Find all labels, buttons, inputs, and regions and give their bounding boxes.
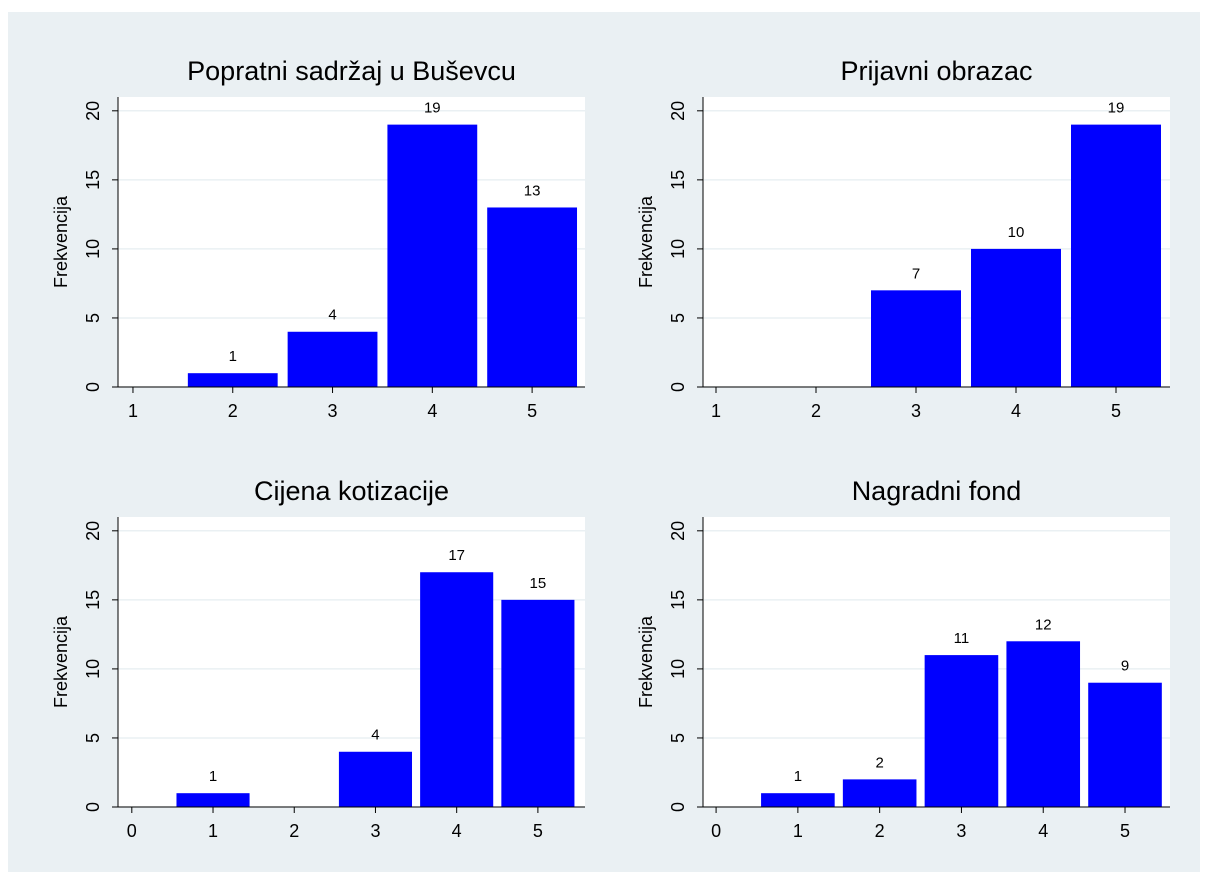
bar <box>420 572 494 807</box>
value-label: 9 <box>1121 658 1129 675</box>
x-tick-label: 2 <box>228 401 238 421</box>
bar <box>287 331 378 387</box>
value-label: 1 <box>794 768 802 785</box>
y-tick-label: 10 <box>83 659 103 679</box>
y-tick-label: 20 <box>668 521 688 541</box>
value-label: 2 <box>875 754 883 771</box>
x-tick-label: 2 <box>811 401 821 421</box>
bar <box>1006 641 1081 807</box>
value-label: 19 <box>1108 100 1125 117</box>
bar <box>387 124 478 387</box>
x-tick-label: 3 <box>911 401 921 421</box>
y-tick-label: 0 <box>83 382 103 392</box>
y-axis-label: Frekvencija <box>51 615 71 708</box>
x-tick-label: 2 <box>875 821 885 841</box>
bar <box>176 793 250 807</box>
x-tick-label: 3 <box>370 821 380 841</box>
value-label: 1 <box>229 348 237 365</box>
x-tick-label: 3 <box>328 401 338 421</box>
x-tick-label: 0 <box>711 821 721 841</box>
y-tick-label: 10 <box>668 239 688 259</box>
y-tick-label: 20 <box>668 101 688 121</box>
y-tick-label: 0 <box>668 382 688 392</box>
value-label: 13 <box>524 182 541 199</box>
y-tick-label: 5 <box>668 733 688 743</box>
x-tick-label: 4 <box>1011 401 1021 421</box>
y-tick-label: 10 <box>668 659 688 679</box>
bar <box>924 655 999 807</box>
x-tick-label: 3 <box>956 821 966 841</box>
bar <box>187 373 278 387</box>
x-tick-label: 4 <box>452 821 462 841</box>
bar <box>971 248 1061 387</box>
bar <box>487 207 578 387</box>
x-tick-label: 5 <box>1111 401 1121 421</box>
y-tick-label: 5 <box>668 313 688 323</box>
value-label: 4 <box>371 727 379 744</box>
x-tick-label: 5 <box>1120 821 1130 841</box>
y-tick-label: 15 <box>668 590 688 610</box>
y-tick-label: 0 <box>668 802 688 812</box>
value-label: 19 <box>424 100 441 117</box>
value-label: 10 <box>1008 224 1025 241</box>
x-tick-label: 2 <box>289 821 299 841</box>
value-label: 4 <box>328 307 336 324</box>
chart-title: Cijena kotizacije <box>254 476 449 506</box>
y-tick-label: 5 <box>83 313 103 323</box>
y-tick-label: 15 <box>83 590 103 610</box>
x-tick-label: 1 <box>208 821 218 841</box>
value-label: 7 <box>912 265 920 282</box>
value-label: 11 <box>954 630 970 647</box>
value-label: 1 <box>209 768 217 785</box>
bar <box>871 290 961 387</box>
chart-title: Nagradni fond <box>852 476 1022 506</box>
x-tick-label: 4 <box>427 401 437 421</box>
chart-title: Prijavni obrazac <box>840 56 1032 86</box>
x-tick-label: 5 <box>533 821 543 841</box>
y-axis-label: Frekvencija <box>636 615 656 708</box>
bar <box>1088 682 1162 807</box>
y-tick-label: 20 <box>83 521 103 541</box>
x-tick-label: 4 <box>1038 821 1048 841</box>
bar <box>501 599 575 807</box>
value-label: 17 <box>448 547 465 564</box>
x-tick-label: 0 <box>127 821 137 841</box>
x-tick-label: 1 <box>793 821 803 841</box>
x-tick-label: 5 <box>527 401 537 421</box>
y-axis-label: Frekvencija <box>636 195 656 288</box>
y-tick-label: 15 <box>668 170 688 190</box>
y-axis-label: Frekvencija <box>51 195 71 288</box>
bar <box>842 779 917 807</box>
x-tick-label: 1 <box>711 401 721 421</box>
value-label: 12 <box>1035 616 1052 633</box>
y-tick-label: 15 <box>83 170 103 190</box>
y-tick-label: 0 <box>83 802 103 812</box>
chart-title: Popratni sadržaj u Buševcu <box>187 56 516 86</box>
bar <box>338 751 413 807</box>
bar <box>1071 124 1161 387</box>
value-label: 15 <box>530 575 547 592</box>
y-tick-label: 10 <box>83 239 103 259</box>
bar <box>761 793 835 807</box>
y-tick-label: 20 <box>83 101 103 121</box>
x-tick-label: 1 <box>128 401 138 421</box>
y-tick-label: 5 <box>83 733 103 743</box>
